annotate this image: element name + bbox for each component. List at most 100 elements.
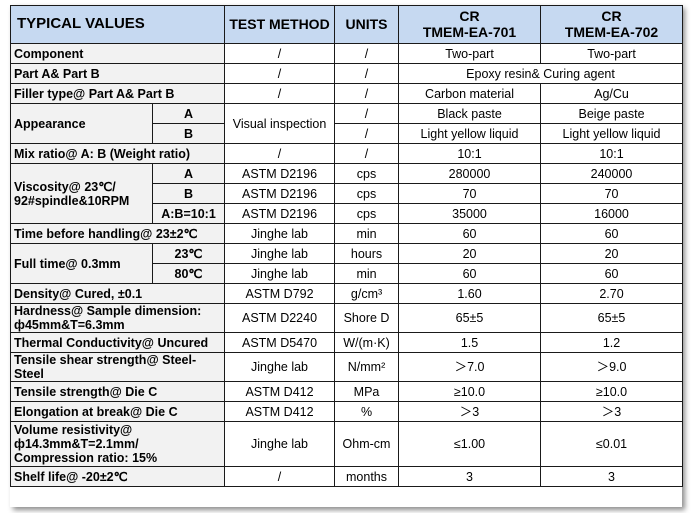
component-701: Two-part xyxy=(398,43,542,64)
shelf-702: 3 xyxy=(540,466,684,487)
appearance-a-units: / xyxy=(334,103,400,124)
fulltime-label: Full time@ 0.3mm xyxy=(10,243,153,284)
elongation-701: ＞3 xyxy=(398,401,542,422)
header-701-line1: CR xyxy=(459,7,480,24)
row-fulltime-23: Full time@ 0.3mm 23℃ Jinghe lab hours 20… xyxy=(10,243,684,284)
viscosity-label: Viscosity@ 23℃/ 92#spindle&10RPM xyxy=(10,163,153,224)
hardness-units: Shore D xyxy=(334,303,400,333)
viscosity-a-701: 280000 xyxy=(398,163,542,184)
filler-units: / xyxy=(334,83,400,104)
tensile-units: MPa xyxy=(334,381,400,402)
resistivity-method: Jinghe lab xyxy=(224,421,336,467)
tensile-701: ≥10.0 xyxy=(398,381,542,402)
shelf-units: months xyxy=(334,466,400,487)
tensile-method: ASTM D412 xyxy=(224,381,336,402)
row-tensile: Tensile strength@ Die C ASTM D412 MPa ≥1… xyxy=(9,381,684,402)
viscosity-a-702: 240000 xyxy=(540,163,684,184)
mix-702: 10:1 xyxy=(540,143,684,164)
viscosity-ab-sub: A:B=10:1 xyxy=(151,203,226,224)
filler-method: / xyxy=(224,83,336,104)
handling-units: min xyxy=(334,223,400,244)
row-thermal: Thermal Conductivity@ Uncured ASTM D5470… xyxy=(9,332,684,353)
fulltime-80-sub: 80℃ xyxy=(151,263,226,284)
density-702: 2.70 xyxy=(540,283,684,304)
appearance-b-units: / xyxy=(334,123,400,144)
part-ab-label: Part A& Part B xyxy=(9,63,226,84)
elongation-label: Elongation at break@ Die C xyxy=(9,401,226,422)
handling-method: Jinghe lab xyxy=(224,223,336,244)
density-units: g/cm³ xyxy=(334,283,400,304)
component-units: / xyxy=(334,43,400,64)
hardness-702: 65±5 xyxy=(540,303,684,333)
filler-701: Carbon material xyxy=(398,83,542,104)
viscosity-b-702: 70 xyxy=(540,183,684,204)
density-method: ASTM D792 xyxy=(224,283,336,304)
fulltime-23-702: 20 xyxy=(540,243,684,264)
row-viscosity-ab: A:B=10:1 ASTM D2196 cps 35000 16000 xyxy=(11,203,684,224)
shear-label: Tensile shear strength@ Steel-Steel xyxy=(9,352,226,382)
viscosity-ab-units: cps xyxy=(334,203,400,224)
row-hardness: Hardness@ Sample dimension: ф45mm&T=6.3m… xyxy=(9,303,684,333)
density-701: 1.60 xyxy=(398,283,542,304)
fulltime-80-units: min xyxy=(334,263,400,284)
viscosity-ab-method: ASTM D2196 xyxy=(224,203,336,224)
hardness-label: Hardness@ Sample dimension: ф45mm&T=6.3m… xyxy=(9,303,226,333)
row-density: Density@ Cured, ±0.1 ASTM D792 g/cm³ 1.6… xyxy=(9,283,684,304)
resistivity-label: Volume resistivity@ ф14.3mm&T=2.1mm/ Com… xyxy=(9,421,226,467)
viscosity-b-701: 70 xyxy=(398,183,542,204)
mix-units: / xyxy=(334,143,400,164)
part-ab-method: / xyxy=(224,63,336,84)
filler-702: Ag/Cu xyxy=(540,83,684,104)
mix-label: Mix ratio@ A: B (Weight ratio) xyxy=(9,143,226,164)
appearance-a-701: Black paste xyxy=(398,103,542,124)
header-test-method: TEST METHOD xyxy=(224,5,336,44)
hardness-701: 65±5 xyxy=(398,303,542,333)
thermal-702: 1.2 xyxy=(540,332,684,353)
appearance-a-sub: A xyxy=(151,103,226,124)
row-part-ab: Part A& Part B / / Epoxy resin& Curing a… xyxy=(9,63,684,84)
shelf-701: 3 xyxy=(398,466,542,487)
component-method: / xyxy=(224,43,336,64)
header-units: UNITS xyxy=(334,5,400,44)
thermal-701: 1.5 xyxy=(398,332,542,353)
typical-values-table: TYPICAL VALUES TEST METHOD UNITS CR TMEM-… xyxy=(9,5,684,487)
header-product-702: CR TMEM-EA-702 xyxy=(540,5,684,44)
header-row: TYPICAL VALUES TEST METHOD UNITS CR TMEM-… xyxy=(9,5,684,44)
row-shelf-life: Shelf life@ -20±2℃ / months 3 3 xyxy=(9,466,684,487)
shear-702: ＞9.0 xyxy=(540,352,684,382)
header-701-line2: TMEM-EA-701 xyxy=(422,23,517,40)
appearance-a-702: Beige paste xyxy=(540,103,684,124)
fulltime-23-sub: 23℃ xyxy=(151,243,226,264)
row-handling: Time before handling@ 23±2℃ Jinghe lab m… xyxy=(9,223,684,244)
elongation-units: % xyxy=(334,401,400,422)
shelf-method: / xyxy=(224,466,336,487)
spec-sheet: TYPICAL VALUES TEST METHOD UNITS CR TMEM-… xyxy=(9,5,684,507)
fulltime-23-units: hours xyxy=(334,243,400,264)
shear-method: Jinghe lab xyxy=(224,352,336,382)
handling-702: 60 xyxy=(540,223,684,244)
viscosity-b-method: ASTM D2196 xyxy=(224,183,336,204)
appearance-method: Visual inspection xyxy=(224,103,336,144)
shelf-label: Shelf life@ -20±2℃ xyxy=(9,466,226,487)
row-filler: Filler type@ Part A& Part B / / Carbon m… xyxy=(9,83,684,104)
handling-701: 60 xyxy=(398,223,542,244)
elongation-702: ＞3 xyxy=(540,401,684,422)
component-label: Component xyxy=(9,43,226,64)
header-702-line2: TMEM-EA-702 xyxy=(564,23,659,40)
header-typical-values: TYPICAL VALUES xyxy=(9,5,226,44)
appearance-b-701: Light yellow liquid xyxy=(398,123,542,144)
viscosity-ab-702: 16000 xyxy=(540,203,684,224)
header-product-701: CR TMEM-EA-701 xyxy=(398,5,542,44)
appearance-b-702: Light yellow liquid xyxy=(540,123,684,144)
component-702: Two-part xyxy=(540,43,684,64)
mix-method: / xyxy=(224,143,336,164)
viscosity-a-method: ASTM D2196 xyxy=(224,163,336,184)
row-appearance-a: Appearance A Visual inspection / Black p… xyxy=(10,103,684,144)
filler-label: Filler type@ Part A& Part B xyxy=(9,83,226,104)
row-viscosity-a: Viscosity@ 23℃/ 92#spindle&10RPM A ASTM … xyxy=(10,163,684,224)
fulltime-80-method: Jinghe lab xyxy=(224,263,336,284)
resistivity-701: ≤1.00 xyxy=(398,421,542,467)
row-mix-ratio: Mix ratio@ A: B (Weight ratio) / / 10:1 … xyxy=(9,143,684,164)
viscosity-b-units: cps xyxy=(334,183,400,204)
row-shear: Tensile shear strength@ Steel-Steel Jing… xyxy=(9,352,684,382)
